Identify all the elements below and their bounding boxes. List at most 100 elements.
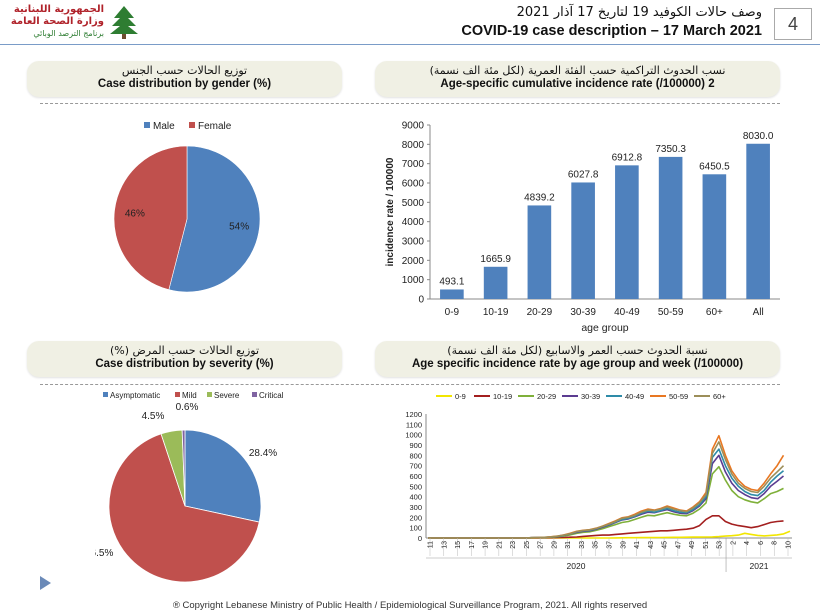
slice-critical bbox=[181, 429, 186, 507]
y-tick-label-300: 300 bbox=[409, 503, 422, 512]
weekly-title-arabic: نسبة الحدوث حسب العمر والاسابيع (لكل مئة… bbox=[447, 344, 708, 357]
data-label-asymptomatic: 28.4% bbox=[249, 448, 277, 459]
y-tick-label-9000: 9000 bbox=[402, 121, 425, 132]
legend-label-asymptomatic: Asymptomatic bbox=[110, 391, 160, 400]
x-tick-label: 49 bbox=[689, 541, 696, 549]
x-tick-label: 33 bbox=[579, 541, 586, 549]
y-tick-label-900: 900 bbox=[409, 441, 422, 450]
x-tick-label-20-29: 20-29 bbox=[527, 307, 553, 318]
severity-panel-title: توزيع الحالات حسب المرض (%) Case distrib… bbox=[27, 341, 342, 377]
data-label-60: 6450.5 bbox=[699, 161, 730, 172]
age-rate-title: Age-specific cumulative incidence rate (… bbox=[440, 78, 715, 90]
year-label-2021: 2021 bbox=[750, 561, 769, 571]
bar-40-49 bbox=[615, 165, 639, 299]
y-tick-label-1200: 1200 bbox=[405, 410, 422, 419]
gender-title: Case distribution by gender (%) bbox=[97, 78, 272, 90]
x-tick-label: 19 bbox=[483, 541, 490, 549]
y-tick-label-700: 700 bbox=[409, 462, 422, 471]
legend-label-60: 60+ bbox=[713, 392, 726, 401]
y-tick-label-8000: 8000 bbox=[402, 140, 425, 151]
ministry-name: الجمهورية اللبنانية وزارة الصحة العامة ب… bbox=[11, 4, 104, 40]
x-tick-label-all: All bbox=[753, 307, 764, 318]
bar-50-59 bbox=[658, 156, 683, 299]
legend-label-10-19: 10-19 bbox=[493, 392, 512, 401]
x-tick-label: 8 bbox=[772, 541, 779, 545]
header-divider bbox=[0, 44, 820, 45]
data-label-30-39: 6027.8 bbox=[568, 169, 599, 180]
page-title-arabic: وصف حالات الكوفيد 19 لتاريخ 17 آذار 2021 bbox=[516, 5, 762, 20]
legend-label-male: Male bbox=[153, 121, 175, 132]
x-tick-label-10-19: 10-19 bbox=[483, 307, 509, 318]
copyright-footer: ® Copyright Lebanese Ministry of Public … bbox=[172, 600, 648, 611]
x-tick-label: 51 bbox=[703, 541, 710, 549]
x-tick-label: 53 bbox=[717, 541, 724, 549]
x-tick-label: 31 bbox=[565, 541, 572, 549]
data-label-critical: 0.6% bbox=[176, 402, 199, 413]
severity-title: Case distribution by severity (%) bbox=[95, 358, 274, 370]
weekly-title: Age specific incidence rate by age group… bbox=[411, 358, 744, 370]
x-tick-label: 29 bbox=[551, 541, 558, 549]
data-label-female: 46% bbox=[125, 208, 145, 219]
bar-0-9 bbox=[440, 289, 464, 299]
data-label-severe: 4.5% bbox=[142, 411, 165, 422]
y-tick-label-1000: 1000 bbox=[405, 431, 422, 440]
data-label-10-19: 1665.9 bbox=[480, 254, 511, 265]
slice-female bbox=[113, 145, 188, 291]
y-tick-label-3000: 3000 bbox=[402, 237, 425, 248]
x-tick-label: 37 bbox=[607, 541, 614, 549]
x-tick-label: 2 bbox=[730, 541, 737, 545]
data-label-40-49: 6912.8 bbox=[612, 152, 643, 163]
gender-pie-chart: Male Female 54% 46% bbox=[113, 121, 261, 293]
legend-label-30-39: 30-39 bbox=[581, 392, 600, 401]
weekly-panel-title: نسبة الحدوث حسب العمر والاسابيع (لكل مئة… bbox=[375, 341, 780, 377]
y-tick-label-1000: 1000 bbox=[402, 275, 425, 286]
legend-label-40-49: 40-49 bbox=[625, 392, 644, 401]
bar-30-39 bbox=[571, 182, 595, 299]
legend-swatch-critical bbox=[252, 392, 257, 397]
x-tick-label-50-59: 50-59 bbox=[658, 307, 684, 318]
x-tick-label: 45 bbox=[662, 541, 669, 549]
y-tick-label-500: 500 bbox=[409, 482, 422, 491]
x-tick-label: 47 bbox=[675, 541, 682, 549]
x-tick-label: 25 bbox=[524, 541, 531, 549]
bar-10-19 bbox=[483, 266, 508, 299]
y-tick-label-2000: 2000 bbox=[402, 256, 425, 267]
play-icon[interactable] bbox=[40, 576, 51, 590]
y-tick-label-800: 800 bbox=[409, 451, 422, 460]
section-divider-top bbox=[40, 103, 780, 104]
y-axis-label: incidence rate / 100000 bbox=[385, 157, 396, 266]
age-rate-title-arabic: نسب الحدوث التراكمية حسب الفئة العمرية (… bbox=[429, 64, 726, 77]
x-tick-label: 21 bbox=[496, 541, 503, 549]
cedar-icon bbox=[110, 6, 138, 39]
legend-swatch-female bbox=[189, 122, 195, 128]
legend-label-mild: Mild bbox=[182, 391, 197, 400]
x-tick-label: 41 bbox=[634, 541, 641, 549]
x-axis-label: age group bbox=[581, 322, 628, 334]
x-tick-label-0-9: 0-9 bbox=[445, 307, 460, 318]
x-tick-label-40-49: 40-49 bbox=[614, 307, 640, 318]
x-tick-label: 39 bbox=[620, 541, 627, 549]
legend-swatch-asymptomatic bbox=[103, 392, 108, 397]
x-tick-label: 43 bbox=[648, 541, 655, 549]
page-title: COVID-19 case description – 17 March 202… bbox=[461, 23, 762, 39]
age-rate-panel-title: نسب الحدوث التراكمية حسب الفئة العمرية (… bbox=[375, 61, 780, 97]
x-tick-label: 6 bbox=[758, 541, 765, 545]
data-label-20-29: 4839.2 bbox=[524, 192, 555, 203]
x-tick-label: 10 bbox=[786, 541, 793, 549]
y-tick-label-400: 400 bbox=[409, 493, 422, 502]
series-line-20-29 bbox=[428, 465, 784, 539]
y-tick-label-600: 600 bbox=[409, 472, 422, 481]
section-divider-bottom bbox=[40, 384, 780, 385]
y-tick-label-100: 100 bbox=[409, 524, 422, 533]
year-label-2020: 2020 bbox=[567, 561, 586, 571]
y-tick-label-4000: 4000 bbox=[402, 217, 425, 228]
x-tick-label: 23 bbox=[510, 541, 517, 549]
logo-line-3: برنامج الترصد الوبائي bbox=[33, 29, 104, 38]
legend-label-critical: Critical bbox=[259, 391, 284, 400]
data-label-male: 54% bbox=[229, 222, 249, 233]
y-tick-label-1100: 1100 bbox=[406, 420, 422, 429]
legend-label-severe: Severe bbox=[214, 391, 240, 400]
x-tick-label: 17 bbox=[469, 541, 476, 549]
data-label-mild: 66.5% bbox=[95, 548, 113, 559]
